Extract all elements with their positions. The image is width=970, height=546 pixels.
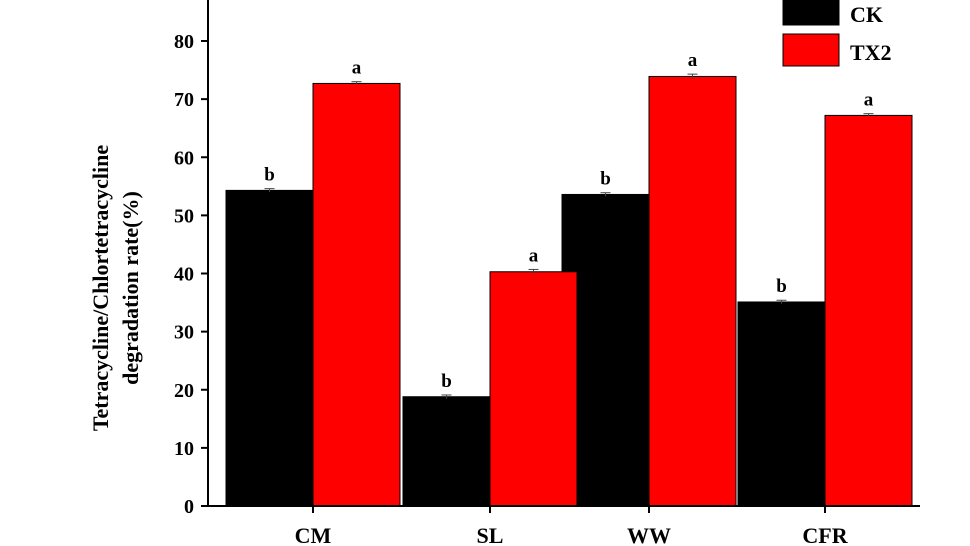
- y-axis-title-line-1: Tetracycline/Chlortetracycline: [88, 145, 113, 432]
- significance-label: b: [776, 276, 787, 297]
- y-tick-label: 10: [174, 438, 194, 460]
- y-tick-label: 60: [174, 147, 194, 169]
- y-tick-label: 0: [184, 496, 194, 518]
- bar-tx2-cfr: [824, 114, 913, 507]
- y-tick-label: 70: [174, 89, 194, 111]
- x-tick-label-cfr: CFR: [802, 523, 848, 546]
- significance-label: a: [864, 90, 874, 111]
- significance-label: b: [441, 371, 452, 392]
- bar-ck-cm: [225, 189, 314, 507]
- y-tick-label: 20: [174, 380, 194, 402]
- significance-label: a: [529, 245, 539, 266]
- legend-label-ck: CK: [850, 2, 883, 27]
- significance-label: a: [688, 50, 698, 71]
- x-tick-label-ww: WW: [627, 523, 671, 546]
- y-tick-label: 50: [174, 205, 194, 227]
- legend-swatch-ck: [782, 0, 840, 26]
- significance-label: a: [352, 58, 362, 79]
- x-tick-label-sl: SL: [477, 523, 504, 546]
- plot-area: b b b b a a a a: [225, 50, 913, 507]
- axes: 0 10 20 30 40 50 60 70 80 CM SL WW CFR: [174, 0, 920, 546]
- bar-ck-cfr: [737, 301, 826, 507]
- bar-tx2-cm: [312, 82, 401, 507]
- y-axis-title-line-2: degradation rate(%): [118, 191, 143, 385]
- x-tick-label-cm: CM: [295, 523, 332, 546]
- significance-label: b: [600, 169, 611, 190]
- y-tick-label: 40: [174, 264, 194, 286]
- bar-tx2-ww: [648, 75, 737, 507]
- y-tick-label: 80: [174, 31, 194, 53]
- legend-label-tx2: TX2: [850, 40, 892, 65]
- legend: CK TX2: [782, 0, 892, 67]
- y-tick-label: 30: [174, 322, 194, 344]
- legend-swatch-tx2: [782, 33, 840, 67]
- significance-label: b: [264, 165, 275, 186]
- y-axis-title: Tetracycline/Chlortetracycline degradati…: [88, 145, 143, 432]
- bar-ck-sl: [402, 396, 491, 507]
- bar-tx2-sl: [489, 271, 578, 507]
